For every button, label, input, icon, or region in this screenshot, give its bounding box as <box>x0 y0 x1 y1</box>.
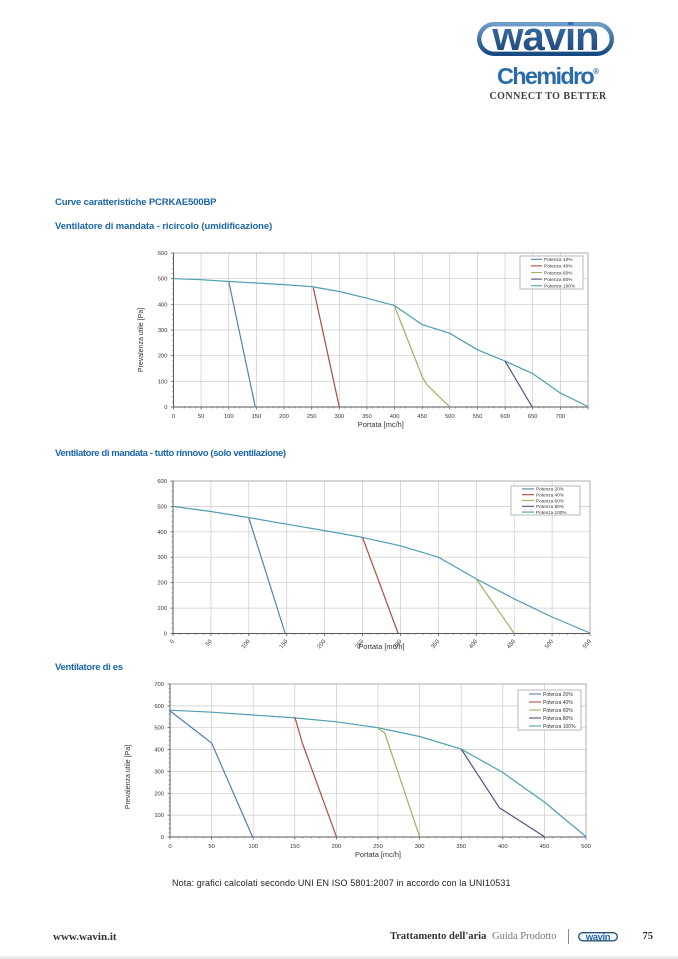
svg-text:500: 500 <box>157 504 167 510</box>
svg-text:100: 100 <box>248 844 258 850</box>
svg-text:200: 200 <box>317 639 328 650</box>
svg-text:300: 300 <box>393 639 404 650</box>
svg-text:200: 200 <box>154 791 164 797</box>
svg-text:50: 50 <box>208 844 214 850</box>
svg-text:700: 700 <box>154 682 164 688</box>
svg-text:0: 0 <box>164 405 167 411</box>
svg-text:100: 100 <box>158 379 168 385</box>
svg-text:Portata [mc/h]: Portata [mc/h] <box>355 850 401 859</box>
svg-text:50: 50 <box>198 414 204 420</box>
svg-text:100: 100 <box>241 639 252 650</box>
svg-text:Potenza 60%: Potenza 60% <box>536 498 564 503</box>
svg-text:500: 500 <box>544 639 555 650</box>
svg-text:600: 600 <box>158 251 168 257</box>
svg-text:600: 600 <box>157 479 167 485</box>
svg-text:Potenza 60%: Potenza 60% <box>544 270 573 276</box>
svg-text:700: 700 <box>556 414 566 420</box>
svg-text:150: 150 <box>290 844 300 850</box>
svg-text:400: 400 <box>468 639 479 650</box>
svg-text:150: 150 <box>279 639 290 650</box>
svg-text:Potenza 40%: Potenza 40% <box>544 264 573 270</box>
svg-text:0: 0 <box>161 835 164 841</box>
svg-text:Potenza 60%: Potenza 60% <box>543 708 573 714</box>
svg-text:500: 500 <box>445 414 455 420</box>
svg-text:Potenza 80%: Potenza 80% <box>543 716 573 722</box>
svg-text:100: 100 <box>154 813 164 819</box>
svg-text:350: 350 <box>362 414 372 420</box>
svg-text:600: 600 <box>154 704 164 710</box>
svg-text:Potenza 80%: Potenza 80% <box>536 504 564 509</box>
svg-text:450: 450 <box>540 844 550 850</box>
svg-text:300: 300 <box>158 328 168 334</box>
svg-text:Potenza 20%: Potenza 20% <box>543 692 573 698</box>
svg-text:Portata [mc/h]: Portata [mc/h] <box>358 642 404 651</box>
svg-text:300: 300 <box>334 414 344 420</box>
svg-text:0: 0 <box>169 639 176 645</box>
svg-text:350: 350 <box>456 844 466 850</box>
svg-text:Potenza 40%: Potenza 40% <box>543 700 573 706</box>
svg-text:250: 250 <box>307 414 317 420</box>
svg-text:250: 250 <box>355 639 366 650</box>
svg-text:200: 200 <box>332 844 342 850</box>
svg-text:150: 150 <box>252 414 262 420</box>
svg-text:550: 550 <box>473 414 483 420</box>
svg-text:0: 0 <box>172 414 175 420</box>
svg-text:Potenza 10%: Potenza 10% <box>544 257 573 263</box>
svg-text:500: 500 <box>154 726 164 732</box>
svg-text:300: 300 <box>415 844 425 850</box>
svg-text:250: 250 <box>373 844 383 850</box>
svg-text:100: 100 <box>224 414 234 420</box>
svg-text:200: 200 <box>157 581 167 587</box>
svg-text:50: 50 <box>205 639 214 648</box>
svg-text:400: 400 <box>498 844 508 850</box>
svg-text:450: 450 <box>506 639 517 650</box>
svg-text:100: 100 <box>157 606 167 612</box>
svg-text:Potenza 40%: Potenza 40% <box>536 493 564 498</box>
svg-text:600: 600 <box>500 414 510 420</box>
svg-text:Prevalenza utile [Pa]: Prevalenza utile [Pa] <box>138 308 145 372</box>
svg-text:wavin: wavin <box>491 22 598 56</box>
svg-text:Portata [mc/h]: Portata [mc/h] <box>358 420 404 429</box>
svg-text:300: 300 <box>154 769 164 775</box>
svg-text:Potenza 100%: Potenza 100% <box>536 510 567 515</box>
svg-text:500: 500 <box>158 277 168 283</box>
svg-text:350: 350 <box>430 639 441 650</box>
svg-text:wavin: wavin <box>585 932 611 942</box>
svg-text:300: 300 <box>157 555 167 561</box>
svg-text:400: 400 <box>390 414 400 420</box>
svg-text:Potenza 20%: Potenza 20% <box>536 487 564 492</box>
svg-text:200: 200 <box>279 414 289 420</box>
svg-text:400: 400 <box>157 530 167 536</box>
svg-text:0: 0 <box>164 632 167 638</box>
svg-text:400: 400 <box>158 302 168 308</box>
svg-text:400: 400 <box>154 748 164 754</box>
svg-text:650: 650 <box>528 414 538 420</box>
svg-text:Prevalenza utile [Pa]: Prevalenza utile [Pa] <box>125 745 132 809</box>
svg-text:Potenza 80%: Potenza 80% <box>544 277 573 283</box>
svg-text:200: 200 <box>158 354 168 360</box>
svg-text:450: 450 <box>417 414 427 420</box>
svg-text:500: 500 <box>581 844 591 850</box>
svg-text:550: 550 <box>582 639 593 650</box>
svg-text:0: 0 <box>168 844 171 850</box>
svg-text:Potenza 100%: Potenza 100% <box>543 724 576 730</box>
svg-text:Potenza 100%: Potenza 100% <box>544 284 576 290</box>
